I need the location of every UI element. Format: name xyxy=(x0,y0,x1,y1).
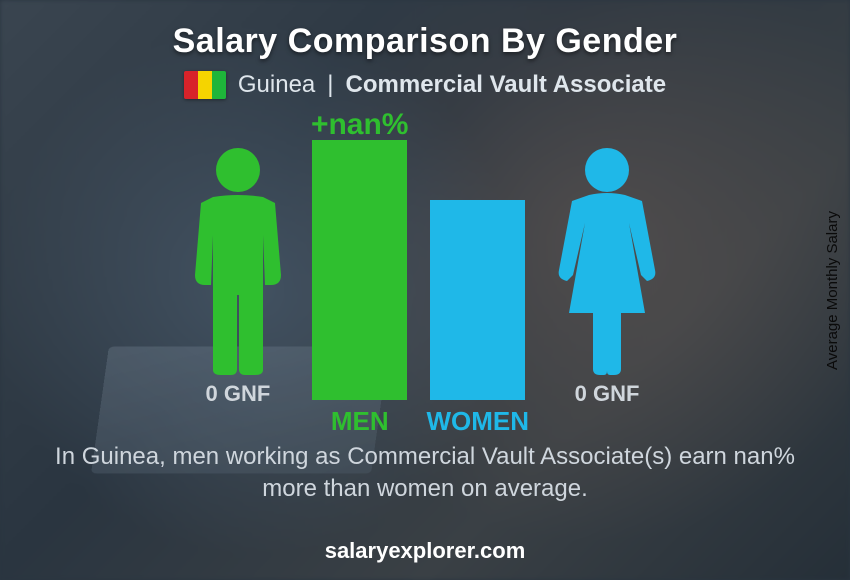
female-icon xyxy=(547,145,667,375)
page-title: Salary Comparison By Gender xyxy=(173,22,678,61)
country-label: Guinea xyxy=(238,71,315,99)
description-text: In Guinea, men working as Commercial Vau… xyxy=(45,441,805,506)
guinea-flag-icon xyxy=(184,71,226,99)
women-bar-group: WOMEN xyxy=(426,162,529,437)
difference-label: +nan% xyxy=(311,108,409,142)
men-bar xyxy=(312,140,407,400)
subtitle-row: Guinea | Commercial Vault Associate xyxy=(184,71,666,99)
comparison-chart: 0 GNF +nan% MEN WOMEN 0 GNF xyxy=(105,107,745,437)
yaxis-label-wrap: Average Monthly Salary xyxy=(820,0,844,580)
men-value-label: 0 GNF xyxy=(206,381,271,407)
women-category-label: WOMEN xyxy=(426,406,529,437)
men-bar-group: +nan% MEN xyxy=(311,108,409,437)
women-bar xyxy=(430,200,525,400)
women-value-label: 0 GNF xyxy=(575,381,640,407)
source-attribution: salaryexplorer.com xyxy=(0,538,850,564)
men-category-label: MEN xyxy=(331,406,389,437)
separator: | xyxy=(327,71,333,99)
job-title-label: Commercial Vault Associate xyxy=(346,71,667,99)
male-icon xyxy=(183,145,293,375)
infographic-content: Salary Comparison By Gender Guinea | Com… xyxy=(0,0,850,580)
yaxis-label: Average Monthly Salary xyxy=(824,211,841,370)
men-icon-group: 0 GNF xyxy=(183,145,293,407)
women-icon-group: 0 GNF xyxy=(547,145,667,407)
